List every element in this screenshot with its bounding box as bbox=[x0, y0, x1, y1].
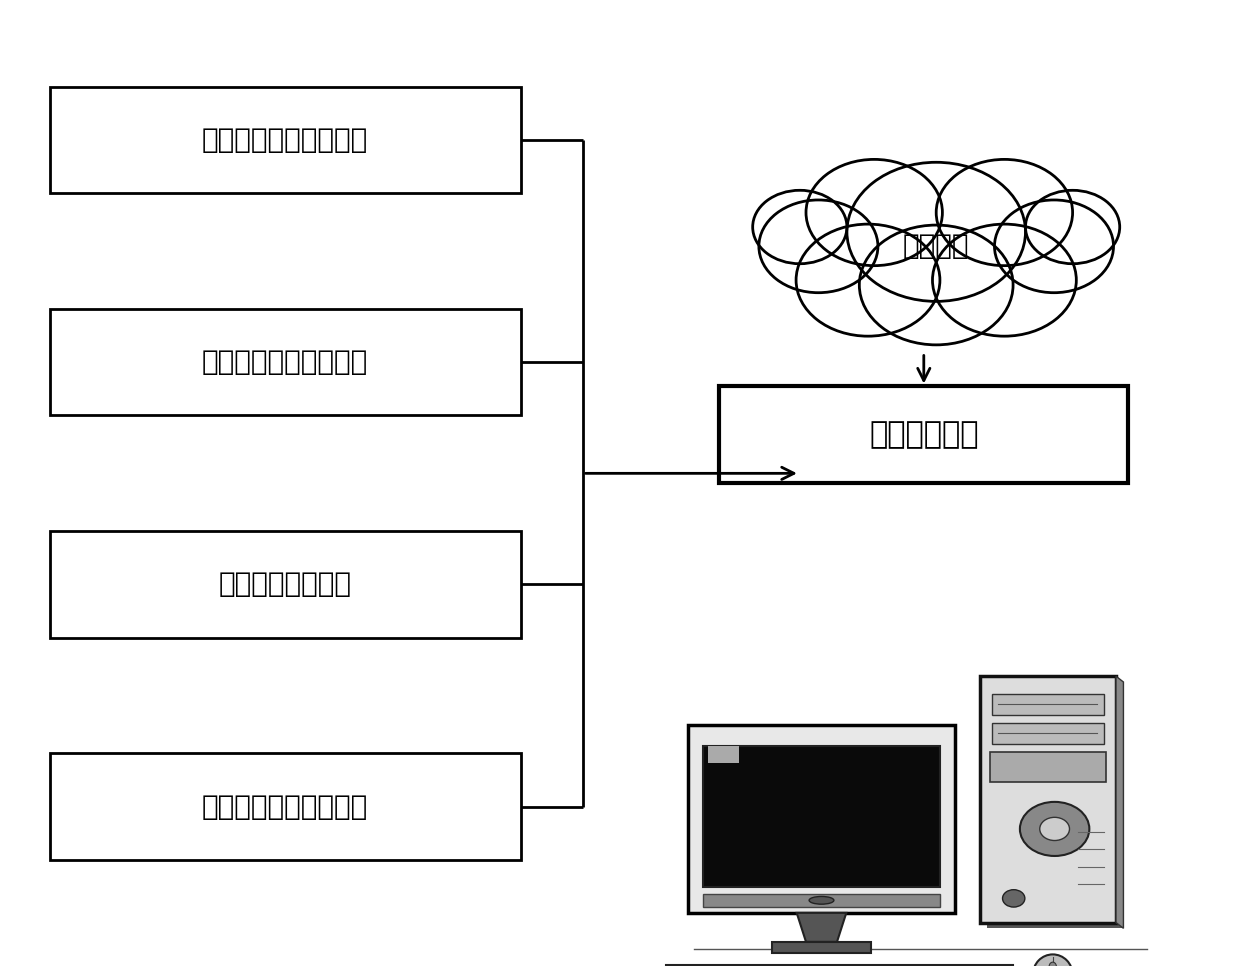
Circle shape bbox=[796, 224, 940, 336]
Circle shape bbox=[1021, 802, 1090, 856]
FancyBboxPatch shape bbox=[50, 753, 521, 860]
Polygon shape bbox=[797, 913, 847, 942]
FancyBboxPatch shape bbox=[990, 752, 1106, 782]
FancyBboxPatch shape bbox=[992, 723, 1104, 744]
Polygon shape bbox=[688, 724, 955, 913]
Ellipse shape bbox=[810, 896, 835, 904]
Ellipse shape bbox=[1049, 962, 1056, 966]
Text: 影像信息采集模块: 影像信息采集模块 bbox=[218, 571, 352, 598]
Circle shape bbox=[1039, 817, 1070, 840]
Text: 病人基本信息采集模块: 病人基本信息采集模块 bbox=[202, 127, 368, 154]
FancyBboxPatch shape bbox=[50, 309, 521, 415]
Text: 血液检测信息采集模块: 血液检测信息采集模块 bbox=[202, 349, 368, 376]
Circle shape bbox=[1025, 190, 1120, 264]
Circle shape bbox=[759, 200, 878, 293]
Circle shape bbox=[847, 162, 1025, 301]
Circle shape bbox=[994, 200, 1114, 293]
Text: 穿刺活检信息采集模块: 穿刺活检信息采集模块 bbox=[202, 793, 368, 820]
Circle shape bbox=[859, 225, 1013, 345]
Circle shape bbox=[806, 159, 942, 266]
Polygon shape bbox=[1116, 676, 1123, 928]
Circle shape bbox=[936, 159, 1073, 266]
FancyBboxPatch shape bbox=[50, 87, 521, 193]
FancyBboxPatch shape bbox=[980, 676, 1116, 923]
FancyBboxPatch shape bbox=[50, 531, 521, 638]
Circle shape bbox=[753, 190, 847, 264]
FancyBboxPatch shape bbox=[666, 965, 1013, 966]
Text: 网络云端: 网络云端 bbox=[903, 233, 970, 260]
FancyBboxPatch shape bbox=[719, 386, 1128, 483]
FancyBboxPatch shape bbox=[703, 746, 940, 887]
FancyBboxPatch shape bbox=[771, 942, 870, 953]
FancyBboxPatch shape bbox=[708, 746, 739, 763]
Text: 信息处理模块: 信息处理模块 bbox=[869, 420, 978, 449]
Ellipse shape bbox=[1033, 954, 1073, 966]
FancyBboxPatch shape bbox=[992, 694, 1104, 715]
Circle shape bbox=[932, 224, 1076, 336]
FancyBboxPatch shape bbox=[703, 894, 940, 907]
FancyBboxPatch shape bbox=[987, 682, 1123, 928]
Circle shape bbox=[1003, 890, 1025, 907]
